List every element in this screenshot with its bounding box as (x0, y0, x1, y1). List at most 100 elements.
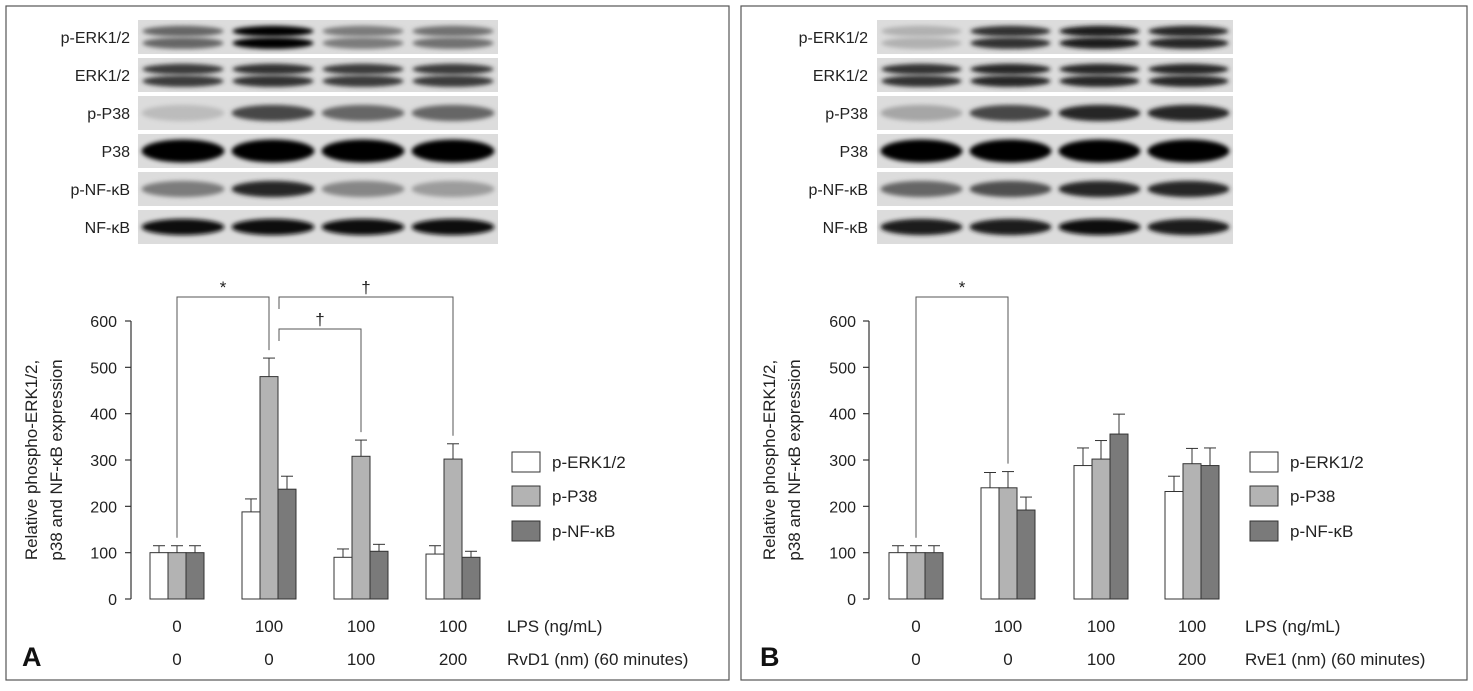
panel-b: p-ERK1/2 ERK1/2 p-P38 P38 p-NF-κB NF-κB 0 100 20… (740, 5, 1468, 681)
bar-p-erk1-2 (888, 552, 908, 600)
blot-band (411, 104, 495, 122)
treatment-value: 200 (1178, 650, 1206, 669)
blot-label: p-NF-κB (70, 182, 130, 199)
blot-band (1059, 75, 1140, 87)
blot-band (881, 75, 962, 87)
blot-strip (877, 20, 1233, 54)
bar-p-nf-b (185, 552, 205, 600)
blot-band (1147, 180, 1230, 198)
bar-p-erk1-2 (333, 556, 353, 600)
blot-band (141, 104, 225, 122)
blot-band (411, 218, 495, 236)
legend-label: p-NF-κB (552, 522, 615, 541)
blot-band (142, 37, 224, 49)
bar-p-p38 (259, 376, 279, 600)
y-tick-label: 0 (847, 592, 856, 609)
blot-band (321, 218, 405, 236)
blot-band (142, 75, 224, 87)
bar-p-nf-b (461, 556, 481, 600)
blot-band (322, 75, 404, 87)
blot-band (1147, 139, 1230, 163)
blot-band (412, 75, 494, 87)
y-tick-label: 100 (90, 546, 117, 563)
blot-band (1148, 37, 1229, 49)
blot-band (969, 218, 1052, 236)
blot-band (411, 139, 495, 163)
blot-band (970, 37, 1051, 49)
blot-label: P38 (102, 144, 131, 161)
legend-swatch (511, 451, 541, 473)
treatment-value: 200 (439, 650, 467, 669)
blot-band (141, 218, 225, 236)
treatment-value: 0 (172, 650, 181, 669)
treatment-value: 0 (1003, 650, 1012, 669)
lps-value: 100 (255, 617, 283, 636)
y-tick-label: 600 (829, 314, 856, 331)
legend-swatch (511, 485, 541, 507)
blot-band (1059, 37, 1140, 49)
legend-swatch (1249, 485, 1279, 507)
bar-p-nf-b (1016, 509, 1036, 600)
blot-label: p-P38 (825, 106, 868, 123)
y-tick-label: 500 (90, 360, 117, 377)
legend-label: p-NF-κB (1290, 522, 1353, 541)
blot-label: ERK1/2 (813, 68, 868, 85)
significance-bracket (278, 328, 362, 433)
treatment-row-label: RvD1 (nm) (60 minutes) (507, 650, 688, 669)
blot-label: p-NF-κB (808, 182, 868, 199)
blot-band (411, 180, 495, 198)
y-tick-label: 400 (829, 407, 856, 424)
blot-band (880, 180, 963, 198)
blot-band (412, 37, 494, 49)
bar-p-nf-b (1109, 433, 1129, 600)
panel-letter: B (760, 642, 780, 672)
treatment-value: 100 (1087, 650, 1115, 669)
blot-label: p-ERK1/2 (799, 30, 868, 47)
lps-value: 100 (347, 617, 375, 636)
blot-band (969, 139, 1052, 163)
blot-band (412, 25, 494, 37)
blot-strip (138, 20, 498, 54)
blot-label: ERK1/2 (75, 68, 130, 85)
blot-band (142, 63, 224, 75)
y-tick-label: 400 (90, 407, 117, 424)
legend-swatch (511, 520, 541, 542)
bar-p-nf-b (1200, 465, 1220, 600)
lps-value: 100 (1178, 617, 1206, 636)
blot-band (1058, 104, 1141, 122)
lps-row-label: LPS (ng/mL) (507, 617, 602, 636)
blot-band (231, 180, 315, 198)
legend-swatch (1249, 451, 1279, 473)
significance-bracket (915, 296, 1009, 538)
blot-band (969, 180, 1052, 198)
y-tick-label: 0 (108, 592, 117, 609)
blot-band (412, 63, 494, 75)
y-tick-label: 300 (90, 453, 117, 470)
blot-band (321, 139, 405, 163)
lps-value: 100 (439, 617, 467, 636)
blot-band (880, 104, 963, 122)
blot-label: p-P38 (87, 106, 130, 123)
blot-label: p-ERK1/2 (61, 30, 130, 47)
blot-band (142, 25, 224, 37)
blot-band (321, 180, 405, 198)
blot-band (1148, 75, 1229, 87)
blot-band (881, 25, 962, 37)
significance-symbol: † (361, 278, 370, 297)
blot-band (231, 218, 315, 236)
lps-value: 0 (911, 617, 920, 636)
y-tick-label: 200 (829, 499, 856, 516)
bar-p-erk1-2 (425, 553, 445, 600)
treatment-value: 0 (264, 650, 273, 669)
blot-band (1148, 63, 1229, 75)
blot-band (880, 218, 963, 236)
blot-band (322, 37, 404, 49)
blot-band (969, 104, 1052, 122)
blot-band (1059, 63, 1140, 75)
blot-band (232, 75, 314, 87)
panel-frame (740, 5, 1468, 681)
blot-band (1058, 218, 1141, 236)
y-tick-label: 100 (829, 546, 856, 563)
y-axis-label: Relative phospho-ERK1/2, (760, 360, 779, 560)
